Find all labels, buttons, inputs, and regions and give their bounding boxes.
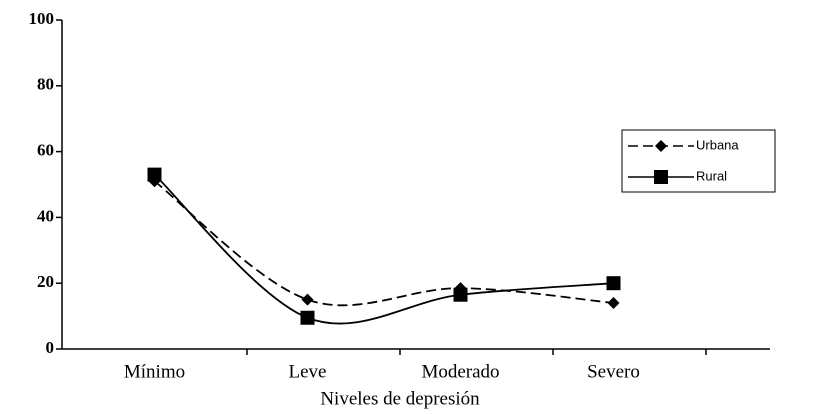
series-line	[153, 180, 614, 307]
y-tick-label: 60	[37, 141, 54, 160]
point	[453, 287, 468, 302]
y-tick-label: 40	[37, 206, 54, 225]
x-tick-label: Severo	[587, 361, 640, 382]
y-tick-label: 100	[29, 9, 55, 28]
x-tick-label: Mínimo	[124, 361, 185, 382]
point	[607, 296, 620, 309]
series-line	[153, 173, 614, 325]
legend-label: Rural	[696, 168, 727, 183]
x-axis-label: Niveles de depresión	[320, 388, 480, 409]
y-tick-label: 80	[37, 75, 54, 94]
legend-marker	[655, 140, 667, 152]
point	[301, 293, 314, 306]
legend-box	[621, 129, 776, 193]
point	[606, 276, 621, 291]
y-tick-label: 20	[37, 272, 54, 291]
point	[147, 167, 162, 182]
legend-marker	[654, 170, 668, 184]
x-tick-label: Leve	[289, 361, 327, 382]
y-tick-label: 0	[46, 338, 55, 357]
legend-label: Urbana	[696, 137, 739, 152]
x-tick-label: Moderado	[421, 361, 499, 382]
point	[300, 310, 315, 325]
